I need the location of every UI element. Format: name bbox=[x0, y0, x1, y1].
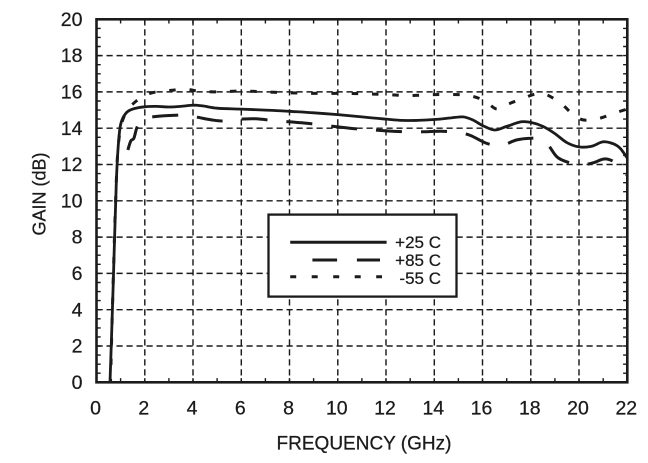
svg-text:0: 0 bbox=[90, 398, 101, 420]
svg-text:FREQUENCY (GHz): FREQUENCY (GHz) bbox=[277, 434, 452, 455]
svg-text:6: 6 bbox=[235, 398, 246, 420]
svg-text:+25 C: +25 C bbox=[395, 233, 441, 252]
svg-text:20: 20 bbox=[567, 398, 589, 420]
svg-text:GAIN (dB): GAIN (dB) bbox=[30, 152, 50, 235]
svg-text:0: 0 bbox=[72, 372, 83, 394]
svg-text:10: 10 bbox=[61, 190, 83, 212]
svg-text:4: 4 bbox=[187, 398, 198, 420]
svg-text:14: 14 bbox=[422, 398, 444, 420]
svg-text:14: 14 bbox=[61, 118, 83, 140]
svg-text:2: 2 bbox=[72, 336, 83, 358]
svg-text:12: 12 bbox=[374, 398, 396, 420]
svg-text:22: 22 bbox=[615, 398, 637, 420]
svg-text:2: 2 bbox=[138, 398, 149, 420]
svg-text:18: 18 bbox=[519, 398, 541, 420]
svg-text:10: 10 bbox=[326, 398, 348, 420]
svg-text:4: 4 bbox=[72, 299, 83, 321]
svg-text:16: 16 bbox=[471, 398, 493, 420]
svg-text:-55 C: -55 C bbox=[399, 269, 441, 288]
svg-text:8: 8 bbox=[72, 227, 83, 249]
svg-text:12: 12 bbox=[61, 154, 83, 176]
svg-text:20: 20 bbox=[61, 9, 83, 31]
svg-text:6: 6 bbox=[72, 263, 83, 285]
svg-text:8: 8 bbox=[283, 398, 294, 420]
svg-text:18: 18 bbox=[61, 45, 83, 67]
svg-text:16: 16 bbox=[61, 82, 83, 104]
svg-text:+85 C: +85 C bbox=[395, 251, 441, 270]
